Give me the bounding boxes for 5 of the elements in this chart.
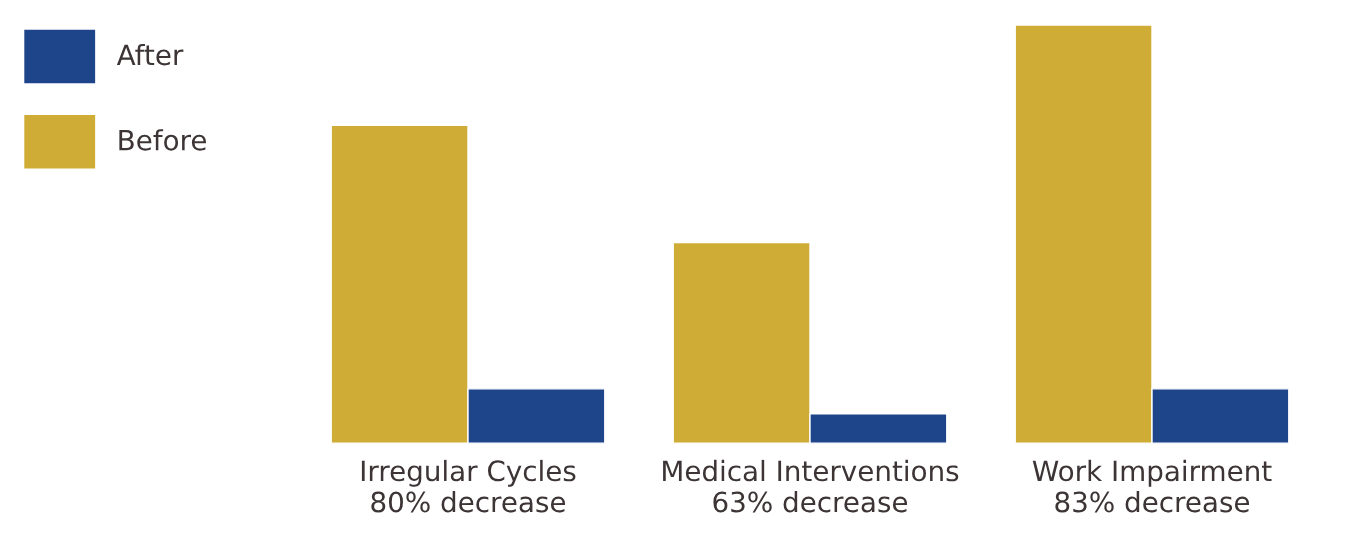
legend-label: After bbox=[116, 43, 184, 66]
legend-label: Before bbox=[119, 129, 206, 151]
x-tick-label: Irregular Cycles 80% decrease bbox=[361, 459, 576, 513]
x-tick-label: Medical Interventions 63% decrease bbox=[663, 459, 959, 513]
x-tick-label: Work Impairment 83% decrease bbox=[1032, 459, 1272, 513]
